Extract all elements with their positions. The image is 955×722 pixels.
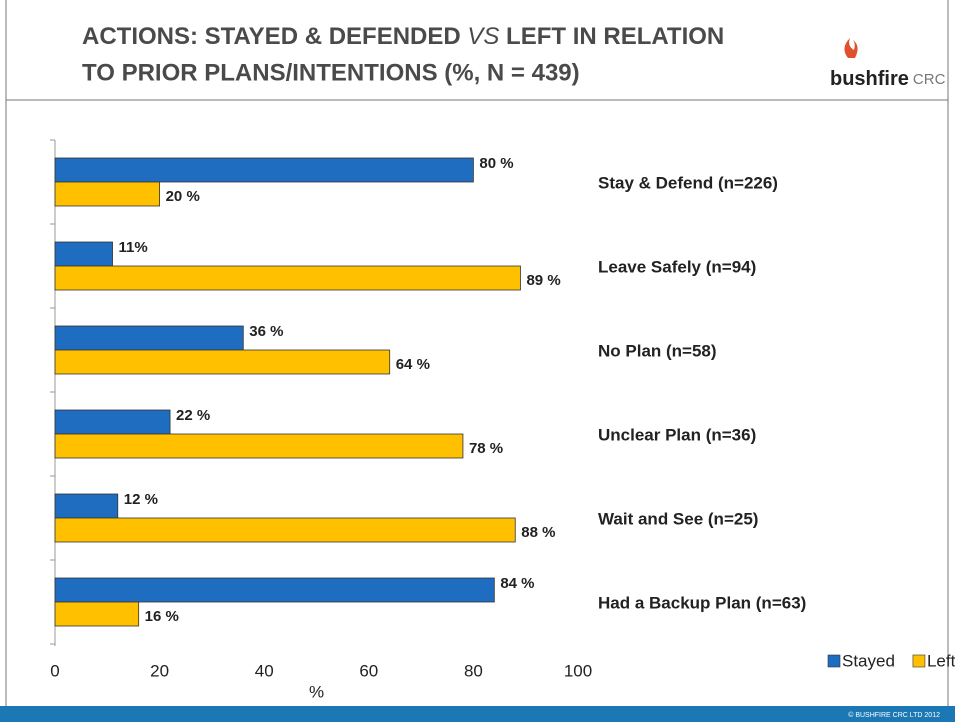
data-label: 84 %	[500, 575, 534, 592]
logo-part: CRC	[913, 71, 946, 88]
title-part: LEFT IN RELATION	[499, 23, 724, 50]
data-label: 16 %	[145, 608, 179, 625]
bar	[54, 241, 113, 267]
footer-band	[0, 706, 955, 722]
legend-swatch	[912, 654, 926, 668]
x-axis-label: %	[309, 682, 324, 701]
data-label: 36 %	[249, 323, 283, 340]
data-label: 88 %	[521, 524, 555, 541]
legend-swatch	[827, 654, 841, 668]
bar	[54, 601, 140, 627]
x-tick-label: 0	[50, 661, 59, 680]
bar	[54, 325, 244, 351]
logo-flame	[844, 38, 858, 58]
data-label: 22 %	[176, 407, 210, 424]
footer-text: © BUSHFIRE CRC LTD 2012	[848, 711, 940, 719]
category-label: Leave Safely (n=94)	[598, 257, 756, 276]
bar	[54, 517, 516, 543]
x-tick-label: 80	[464, 661, 483, 680]
bar	[54, 493, 119, 519]
data-label: 20 %	[166, 188, 200, 205]
data-label: 11%	[119, 239, 148, 256]
bar	[54, 181, 160, 207]
title-part: ACTIONS: STAYED & DEFENDED	[82, 23, 467, 50]
title-part: VS	[467, 23, 499, 50]
bar	[54, 157, 474, 183]
bar	[54, 577, 495, 603]
legend-label: Left	[927, 651, 955, 670]
category-label: Had a Backup Plan (n=63)	[598, 593, 806, 612]
bar	[54, 349, 391, 375]
category-label: Wait and See (n=25)	[598, 509, 758, 528]
bar	[54, 265, 521, 291]
bar	[54, 409, 171, 435]
x-tick-label: 100	[564, 661, 592, 680]
x-tick-label: 40	[255, 661, 274, 680]
category-label: No Plan (n=58)	[598, 341, 717, 360]
bar	[54, 433, 464, 459]
data-label: 64 %	[396, 356, 430, 373]
data-label: 12 %	[124, 491, 158, 508]
legend-label: Stayed	[842, 651, 895, 670]
x-tick-label: 60	[359, 661, 378, 680]
data-label: 78 %	[469, 440, 503, 457]
data-label: 89 %	[526, 272, 560, 289]
logo-text: bushfire CRC	[830, 68, 946, 90]
category-label: Unclear Plan (n=36)	[598, 425, 756, 444]
title-line-1: ACTIONS: STAYED & DEFENDED VS LEFT IN RE…	[82, 23, 724, 50]
data-label: 80 %	[479, 155, 513, 172]
title-line-2: TO PRIOR PLANS/INTENTIONS (%, N = 439)	[82, 59, 580, 86]
x-tick-label: 20	[150, 661, 169, 680]
logo-part: bushfire	[830, 68, 909, 90]
category-label: Stay & Defend (n=226)	[598, 173, 778, 192]
